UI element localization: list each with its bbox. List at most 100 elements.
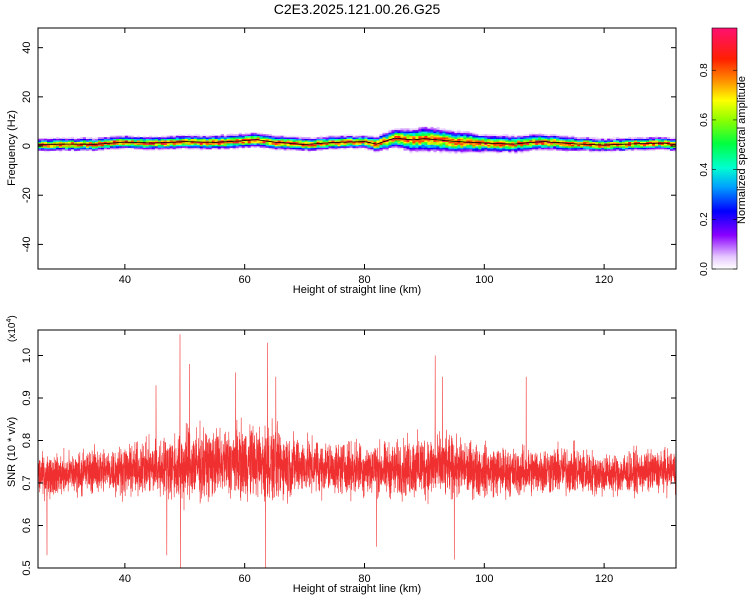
heatmap-cell: [157, 146, 162, 148]
heatmap-cell: [151, 147, 156, 150]
heatmap-cell: [301, 138, 305, 141]
heatmap-cell: [325, 144, 329, 147]
heatmap-cell: [355, 141, 359, 144]
heatmap-cell: [478, 148, 482, 151]
heatmap-cell: [46, 144, 51, 147]
heatmap-cell: [544, 146, 548, 148]
heatmap-cell: [436, 126, 440, 129]
heatmap-cell: [307, 138, 311, 141]
heatmap-cell: [88, 137, 93, 139]
heatmap-cell: [592, 148, 596, 151]
heatmap-cell: [307, 137, 311, 139]
heatmap-cell: [508, 144, 512, 147]
heatmap-cell: [223, 138, 228, 141]
heatmap-cell: [199, 148, 204, 151]
heatmap-cell: [325, 147, 329, 150]
heatmap-cell: [463, 135, 467, 138]
heatmap-cell: [454, 135, 458, 138]
heatmap-cell: [613, 144, 617, 147]
heatmap-cell: [481, 148, 485, 151]
heatmap-cell: [361, 143, 365, 145]
heatmap-cell: [559, 138, 563, 141]
heatmap-cell: [598, 141, 602, 144]
x-tick-label: 120: [595, 274, 613, 286]
heatmap-cell: [490, 140, 494, 142]
heatmap-cell: [322, 143, 326, 145]
heatmap-cell: [457, 144, 461, 147]
heatmap-cell: [52, 144, 57, 147]
heatmap-cell: [436, 128, 440, 131]
heatmap-cell: [649, 146, 653, 148]
heatmap-cell: [460, 131, 464, 134]
heatmap-cell: [202, 146, 207, 148]
heatmap-cell: [415, 132, 419, 135]
heatmap-cell: [508, 146, 512, 148]
heatmap-cell: [418, 129, 422, 132]
heatmap-cell: [463, 134, 467, 137]
heatmap-cell: [619, 140, 623, 142]
heatmap-cell: [38, 144, 42, 147]
heatmap-cell: [85, 140, 90, 142]
heatmap-cell: [304, 138, 308, 141]
heatmap-cell: [376, 135, 380, 138]
heatmap-cell: [169, 146, 174, 148]
heatmap-cell: [439, 147, 443, 150]
heatmap-cell: [178, 134, 183, 137]
heatmap-cell: [73, 148, 78, 151]
heatmap-cell: [403, 137, 407, 139]
heatmap-cell: [439, 129, 443, 132]
heatmap-cell: [412, 135, 416, 138]
heatmap-cell: [205, 144, 210, 147]
heatmap-cell: [304, 143, 308, 145]
heatmap-cell: [478, 140, 482, 142]
heatmap-cell: [268, 140, 272, 142]
heatmap-cell: [646, 143, 650, 145]
heatmap-cell: [328, 143, 332, 145]
heatmap-cell: [349, 146, 353, 148]
heatmap-cell: [526, 138, 530, 141]
heatmap-cell: [41, 141, 45, 144]
heatmap-cell: [151, 135, 156, 138]
heatmap-cell: [205, 140, 210, 142]
heatmap-cell: [562, 146, 566, 148]
heatmap-cell: [415, 147, 419, 150]
heatmap-cell: [448, 132, 452, 135]
heatmap-cell: [112, 143, 117, 145]
heatmap-cell: [607, 148, 611, 151]
heatmap-cell: [406, 141, 410, 144]
heatmap-cell: [475, 143, 479, 145]
heatmap-cell: [145, 137, 150, 139]
heatmap-cell: [442, 131, 446, 134]
heatmap-cell: [385, 147, 389, 150]
heatmap-cell: [583, 144, 587, 147]
heatmap-cell: [454, 131, 458, 134]
colorbar-tick-label: 0.6: [699, 113, 710, 127]
heatmap-cell: [595, 144, 599, 147]
heatmap-cell: [388, 146, 392, 148]
heatmap-cell: [238, 134, 242, 137]
heatmap-cell: [409, 144, 413, 147]
heatmap-cell: [652, 147, 656, 150]
heatmap-cell: [160, 138, 165, 141]
heatmap-cell: [613, 137, 617, 139]
heatmap-cell: [232, 141, 236, 144]
heatmap-cell: [412, 140, 416, 142]
heatmap-cell: [445, 135, 449, 138]
heatmap-cell: [490, 143, 494, 145]
heatmap-cell: [451, 150, 455, 153]
y-tick-label: -40: [21, 236, 33, 252]
heatmap-cell: [79, 138, 84, 141]
heatmap-cell: [481, 147, 485, 150]
heatmap-cell: [73, 147, 78, 150]
heatmap-cell: [322, 147, 326, 150]
heatmap-cell: [139, 146, 144, 148]
heatmap-cell: [493, 143, 497, 145]
heatmap-cell: [316, 144, 320, 147]
heatmap-cell: [478, 137, 482, 139]
heatmap-cell: [145, 144, 150, 147]
heatmap-cell: [562, 148, 566, 151]
heatmap-cell: [163, 143, 168, 145]
heatmap-cell: [82, 138, 87, 141]
heatmap-cell: [253, 134, 257, 137]
